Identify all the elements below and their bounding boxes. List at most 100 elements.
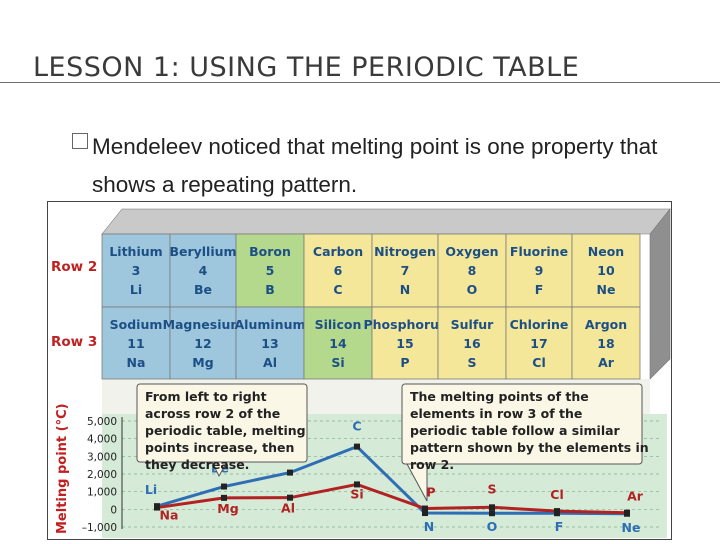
element-symbol: Na <box>127 355 146 370</box>
element-cell-bg <box>101 233 171 308</box>
element-symbol: Be <box>194 282 212 297</box>
element-name: Magnesium <box>163 317 244 332</box>
element-symbol: Ne <box>597 282 616 297</box>
element-cell-bg <box>235 306 305 380</box>
element-cell-bg <box>437 306 507 380</box>
element-name: Sodium <box>110 317 163 332</box>
row-label: Row 3 <box>51 334 97 350</box>
element-symbol: F <box>535 282 544 297</box>
element-number: 18 <box>597 336 614 351</box>
chart-series: LiBeBCNOFNeNaMgAlSiPSClAr <box>145 419 644 535</box>
callout-left-text: From left to right across row 2 of the per… <box>145 389 306 472</box>
element-name: Carbon <box>313 244 363 259</box>
element-number: 8 <box>468 263 477 278</box>
data-point <box>354 481 360 488</box>
element-number: 12 <box>194 336 211 351</box>
element-name: Nitrogen <box>374 244 436 259</box>
element-number: 14 <box>329 336 347 351</box>
y-tick-label: 0 <box>110 504 117 516</box>
element-number: 16 <box>463 336 481 351</box>
element-symbol: S <box>467 355 476 370</box>
data-point-label: Na <box>160 508 179 523</box>
data-point <box>489 504 495 511</box>
data-point-label: Cl <box>550 487 563 502</box>
table-side-face <box>649 208 671 380</box>
y-tick-label: –1,000 <box>82 522 117 534</box>
callout-line: elements in row 3 of the <box>410 406 582 421</box>
element-symbol: Li <box>130 282 142 297</box>
series-line <box>156 482 628 515</box>
data-point-label: Mg <box>217 501 238 516</box>
figure-canvas: Row 2 Row 3 Lithium 3 Li Beryllium 4 Be Boron 5 B… <box>47 201 672 540</box>
element-name: Lithium <box>109 244 162 259</box>
data-point <box>422 510 428 517</box>
data-point <box>624 509 630 516</box>
element-name: Fluorine <box>510 244 568 259</box>
bullet-text: Mendeleev noticed that melting point is … <box>92 134 658 197</box>
element-name: Boron <box>249 244 291 259</box>
slide-title: LESSON 1: USING THE PERIODIC TABLE <box>33 52 580 83</box>
element-symbol: Si <box>331 355 344 370</box>
element-number: 9 <box>535 263 544 278</box>
callout-right: The melting points of the elements in row… <box>401 383 649 502</box>
element-cell-bg <box>169 306 237 380</box>
element-number: 3 <box>132 263 141 278</box>
callout-right-text: The melting points of the elements in row… <box>410 389 649 472</box>
element-symbol: Cl <box>532 355 545 370</box>
data-point-label: Si <box>350 486 363 501</box>
y-tick-label: 1,000 <box>87 487 117 499</box>
element-name: Sulfur <box>451 317 495 332</box>
element-name: Neon <box>588 244 624 259</box>
data-point-label: Li <box>145 482 157 497</box>
chart-y-axis: 5,000 4,000 3,000 2,000 1,000 0 –1,000 <box>82 416 123 534</box>
row-labels: Row 2 Row 3 <box>51 259 97 350</box>
data-point-label: C <box>352 419 361 434</box>
element-number: 11 <box>127 336 144 351</box>
element-symbol: Mg <box>192 355 213 370</box>
element-symbol: Al <box>263 355 277 370</box>
data-point <box>422 505 428 512</box>
periodic-melting-figure: Row 2 Row 3 Lithium 3 Li Beryllium 4 Be Boron 5 B… <box>47 201 673 540</box>
table-top-face <box>101 208 671 235</box>
title-underline <box>0 82 720 83</box>
callout-line: row 2. <box>410 457 454 472</box>
element-number: 6 <box>334 263 343 278</box>
row-label: Row 2 <box>51 259 97 275</box>
callout-left: From left to right across row 2 of the per… <box>136 383 308 478</box>
element-name: Aluminum <box>235 317 306 332</box>
data-point <box>154 504 160 511</box>
data-point-label: P <box>426 485 435 500</box>
element-symbol: B <box>265 282 275 297</box>
element-name: Phosphorus <box>363 317 446 332</box>
callout-left-pointer <box>211 461 228 478</box>
data-point <box>221 483 227 490</box>
element-number: 17 <box>530 336 547 351</box>
element-name: Oxygen <box>445 244 498 259</box>
callout-line: points increase, then <box>145 440 294 455</box>
data-point-label: S <box>487 481 496 496</box>
y-tick-label: 4,000 <box>87 434 117 446</box>
bullet-box-icon <box>72 133 88 149</box>
series-line <box>156 444 628 516</box>
element-number: 15 <box>396 336 413 351</box>
callout-line: The melting points of the <box>410 389 589 404</box>
element-symbol: C <box>333 282 342 297</box>
callout-line: periodic table, melting <box>145 423 306 438</box>
element-cell-bg <box>505 233 573 308</box>
element-name: Chlorine <box>510 317 569 332</box>
callout-line: periodic table follow a similar <box>410 423 621 438</box>
table-cells: Lithium 3 Li Beryllium 4 Be Boron 5 B Carbon 6 C Nit… <box>101 233 641 380</box>
data-point-label: Al <box>281 501 295 516</box>
element-symbol: N <box>400 282 410 297</box>
data-point-label: Ar <box>627 489 644 504</box>
element-symbol: Ar <box>598 355 615 370</box>
element-symbol: O <box>467 282 478 297</box>
element-name: Silicon <box>315 317 362 332</box>
data-point-label: F <box>555 519 564 534</box>
element-cell-bg <box>303 306 373 380</box>
element-symbol: P <box>400 355 409 370</box>
data-point-label: Ne <box>622 520 641 535</box>
chart-y-axis-label: Melting point (°C) <box>55 403 70 534</box>
element-cell-bg <box>437 233 507 308</box>
element-number: 4 <box>199 263 208 278</box>
